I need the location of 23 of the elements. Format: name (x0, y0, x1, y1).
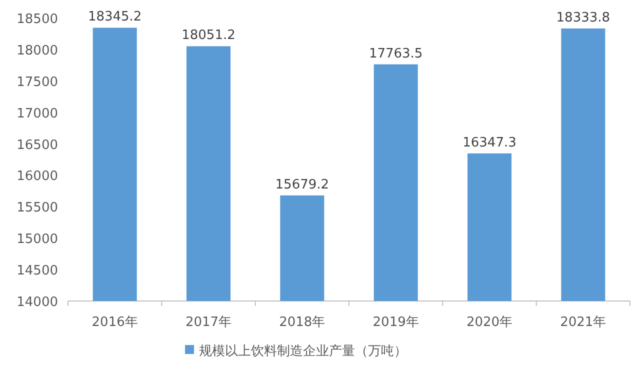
x-tick-label: 2020年 (466, 315, 513, 330)
x-tick-label: 2017年 (185, 315, 232, 330)
x-tick-label: 2016年 (92, 315, 138, 330)
x-tick-label: 2019年 (372, 315, 419, 330)
data-label: 15679.2 (275, 177, 330, 192)
legend-label: 规模以上饮料制造企业产量（万吨） (199, 344, 407, 359)
y-tick-label: 15000 (16, 232, 58, 248)
y-tick-label: 17000 (16, 106, 58, 122)
x-tick-label: 2018年 (279, 315, 326, 330)
data-label: 18345.2 (88, 10, 142, 25)
data-label: 18051.2 (182, 28, 236, 44)
y-tick-label: 18500 (16, 12, 58, 27)
data-label: 16347.3 (462, 135, 516, 150)
y-tick-label: 14500 (16, 264, 58, 279)
y-tick-label: 16000 (16, 169, 58, 184)
x-tick-label: 2021年 (560, 315, 606, 330)
y-tick-label: 18000 (16, 43, 58, 58)
y-tick-label: 15500 (16, 200, 58, 216)
y-tick-label: 16500 (16, 138, 58, 153)
data-label: 17763.5 (368, 46, 423, 62)
data-label: 18333.8 (556, 10, 610, 26)
y-tick-label: 17500 (16, 74, 58, 90)
y-tick-label: 14000 (16, 295, 58, 310)
